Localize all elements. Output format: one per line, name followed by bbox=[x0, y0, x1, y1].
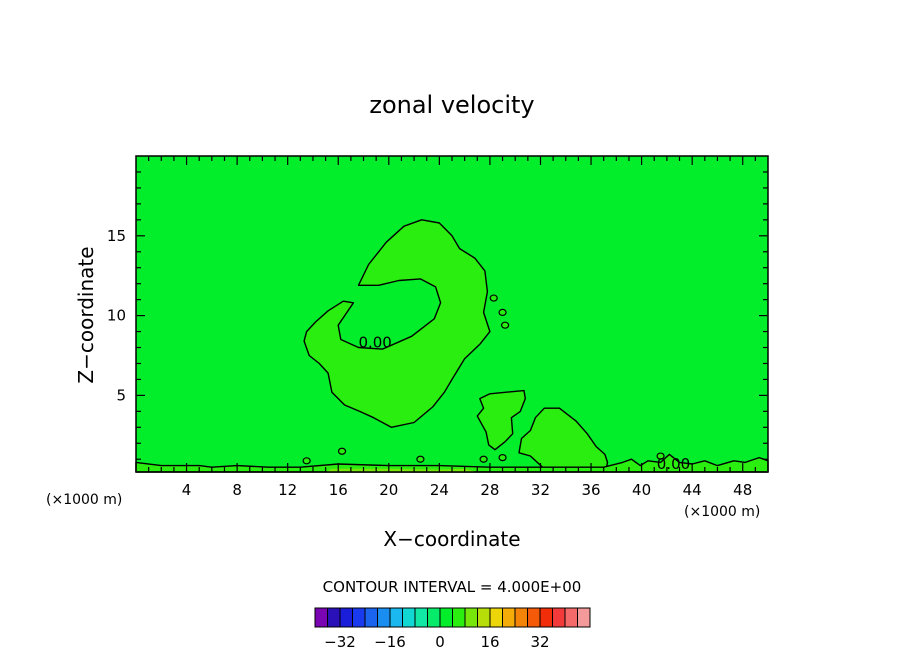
x-tick-label-32: 32 bbox=[531, 481, 550, 499]
colorbar-swatch-4 bbox=[364, 607, 378, 628]
x-tick-label-24: 24 bbox=[430, 481, 449, 499]
small-contour-8 bbox=[656, 452, 665, 460]
contour-region-middle-patch bbox=[476, 389, 526, 451]
colorbar-swatch-6 bbox=[389, 607, 403, 628]
y-axis: 5 10 15 bbox=[107, 171, 768, 460]
x-axis: 4 8 12 16 20 24 28 32 36 40 44 48 bbox=[148, 156, 756, 499]
colorbar-swatch-15 bbox=[502, 607, 516, 628]
small-contour-5 bbox=[416, 455, 425, 463]
colorbar-swatch-21 bbox=[577, 607, 591, 628]
colorbar-swatch-9 bbox=[427, 607, 441, 628]
colorbar-swatch-16 bbox=[514, 607, 528, 628]
x-tick-label-16: 16 bbox=[329, 481, 348, 499]
colorbar-swatch-14 bbox=[489, 607, 503, 628]
colorbar-label-1: −16 bbox=[374, 633, 406, 651]
y-tick-label-15: 15 bbox=[107, 227, 126, 245]
x-tick-label-4: 4 bbox=[182, 481, 192, 499]
small-contour-1 bbox=[498, 308, 507, 317]
colorbar-label-4: 32 bbox=[530, 633, 549, 651]
colorbar-swatch-3 bbox=[352, 607, 366, 628]
colorbar-swatch-10 bbox=[439, 607, 453, 628]
small-contour-6 bbox=[479, 455, 488, 463]
small-contour-7 bbox=[498, 454, 507, 462]
colorbar-swatch-20 bbox=[564, 607, 578, 628]
contour-region-upper-shell bbox=[303, 219, 491, 428]
small-contour-0 bbox=[489, 294, 498, 302]
small-contour-4 bbox=[337, 447, 347, 455]
colorbar-swatch-13 bbox=[477, 607, 491, 628]
x-tick-label-20: 20 bbox=[379, 481, 398, 499]
colorbar-label-0: −32 bbox=[324, 633, 356, 651]
chart-title: zonal velocity bbox=[369, 91, 534, 119]
plot-area: 0.00 0.00 bbox=[135, 155, 769, 473]
small-contour-3 bbox=[302, 457, 311, 465]
small-contour-2 bbox=[500, 321, 510, 329]
colorbar: −32 −16 0 16 32 bbox=[314, 607, 591, 651]
colorbar-label-2: 0 bbox=[435, 633, 445, 651]
x-tick-label-48: 48 bbox=[733, 481, 752, 499]
colorbar-label-3: 16 bbox=[480, 633, 499, 651]
colorbar-swatch-17 bbox=[527, 607, 541, 628]
x-axis-unit: (×1000 m) bbox=[684, 504, 760, 520]
contour-interval-label: CONTOUR INTERVAL = 4.000E+00 bbox=[323, 578, 582, 596]
colorbar-swatch-8 bbox=[414, 607, 428, 628]
x-tick-label-36: 36 bbox=[581, 481, 600, 499]
x-tick-label-8: 8 bbox=[232, 481, 242, 499]
contour-label-0: 0.00 bbox=[358, 334, 391, 352]
y-tick-label-10: 10 bbox=[107, 307, 126, 325]
contour-label-1: 0.00 bbox=[657, 455, 690, 473]
x-tick-label-40: 40 bbox=[632, 481, 651, 499]
x-tick-label-28: 28 bbox=[480, 481, 499, 499]
colorbar-swatch-11 bbox=[452, 607, 466, 628]
colorbar-swatch-0 bbox=[314, 607, 328, 628]
x-tick-label-44: 44 bbox=[683, 481, 702, 499]
y-axis-unit: (×1000 m) bbox=[46, 492, 122, 508]
x-axis-title: X−coordinate bbox=[383, 527, 520, 551]
colorbar-swatch-1 bbox=[327, 607, 341, 628]
colorbar-swatch-18 bbox=[539, 607, 553, 628]
colorbar-swatch-2 bbox=[339, 607, 353, 628]
y-tick-label-5: 5 bbox=[116, 386, 126, 404]
colorbar-swatch-7 bbox=[402, 607, 416, 628]
y-axis-title: Z−coordinate bbox=[74, 246, 98, 383]
colorbar-swatch-19 bbox=[552, 607, 566, 628]
colorbar-swatch-12 bbox=[464, 607, 478, 628]
colorbar-swatch-5 bbox=[377, 607, 391, 628]
contour-region-right-patch bbox=[518, 407, 609, 472]
x-tick-label-12: 12 bbox=[278, 481, 297, 499]
contour-region-near-surface-band bbox=[135, 453, 769, 473]
